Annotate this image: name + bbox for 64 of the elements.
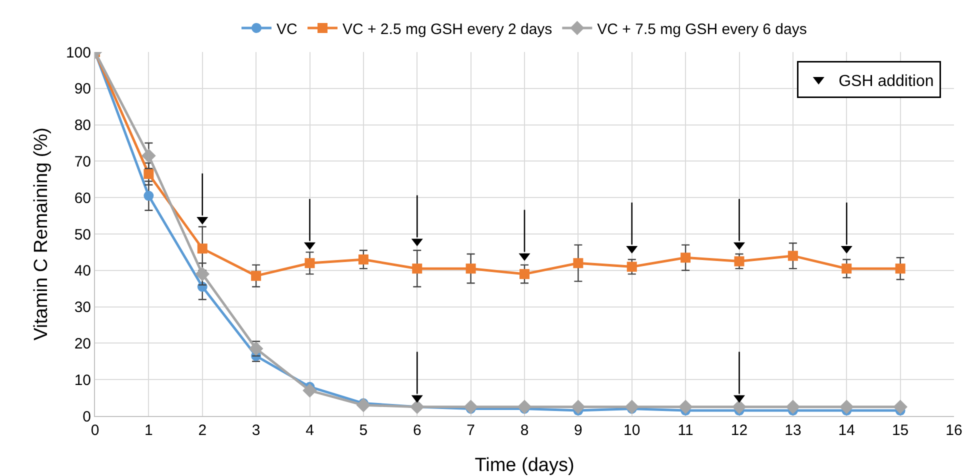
point: [839, 400, 854, 414]
y-tick-label: 10: [74, 372, 91, 389]
y-tick-label: 50: [74, 226, 91, 244]
point: [788, 250, 798, 261]
legend-label: VC + 2.5 mg GSH every 2 days: [342, 20, 552, 38]
point: [678, 400, 693, 414]
point: [517, 400, 532, 414]
x-tick-label: 13: [784, 422, 802, 439]
point: [248, 342, 264, 356]
point: [251, 270, 262, 281]
point: [895, 264, 906, 274]
point: [842, 264, 852, 274]
legend-label: VC: [276, 20, 298, 38]
x-axis-title: Time (days): [474, 455, 574, 476]
y-tick-label: 30: [74, 299, 91, 316]
y-tick-label: 40: [74, 262, 91, 280]
x-tick-label: 2: [198, 422, 207, 439]
y-axis-title: Vitamin C Remaining (%): [31, 128, 52, 340]
y-tick-label: 70: [74, 153, 91, 170]
x-tick-label: 10: [624, 422, 640, 439]
y-tick-label: 90: [74, 80, 91, 98]
legend-label: VC + 7.5 mg GSH every 6 days: [597, 20, 807, 38]
x-tick-label: 11: [678, 422, 694, 439]
x-tick-label: 3: [252, 422, 260, 439]
x-tick-label: 14: [838, 422, 855, 439]
y-tick-label: 100: [66, 44, 91, 62]
x-tick-label: 5: [359, 422, 368, 439]
point: [680, 252, 691, 263]
point: [358, 254, 368, 264]
y-tick-label: 80: [74, 117, 91, 134]
point: [195, 266, 210, 282]
point: [520, 269, 530, 280]
x-tick-label: 8: [520, 422, 529, 439]
x-tick-label: 6: [412, 422, 422, 439]
point: [786, 400, 800, 414]
x-tick-label: 12: [730, 422, 748, 439]
point: [734, 256, 744, 266]
point: [144, 190, 154, 201]
point: [142, 148, 156, 163]
point: [626, 262, 637, 272]
point: [302, 383, 317, 398]
point: [464, 400, 478, 414]
point: [466, 264, 476, 274]
point: [893, 400, 908, 414]
x-tick-label: 1: [144, 422, 153, 439]
point: [571, 400, 586, 414]
point: [732, 400, 746, 414]
y-tick-label: 60: [74, 190, 91, 207]
x-tick-label: 7: [466, 422, 475, 439]
point: [624, 400, 640, 414]
point: [356, 398, 371, 412]
x-tick-label: 4: [306, 422, 314, 439]
x-tick-label: 9: [574, 422, 582, 439]
y-tick-label: 20: [74, 335, 91, 352]
point: [573, 258, 584, 268]
point: [144, 168, 154, 179]
point: [412, 264, 422, 274]
x-tick-label: 15: [892, 422, 909, 439]
y-tick-label: 0: [82, 408, 91, 426]
point: [410, 400, 424, 414]
x-tick-label: 16: [946, 422, 962, 439]
point: [197, 244, 208, 254]
point: [304, 258, 315, 268]
legend-label: GSH addition: [838, 72, 934, 90]
